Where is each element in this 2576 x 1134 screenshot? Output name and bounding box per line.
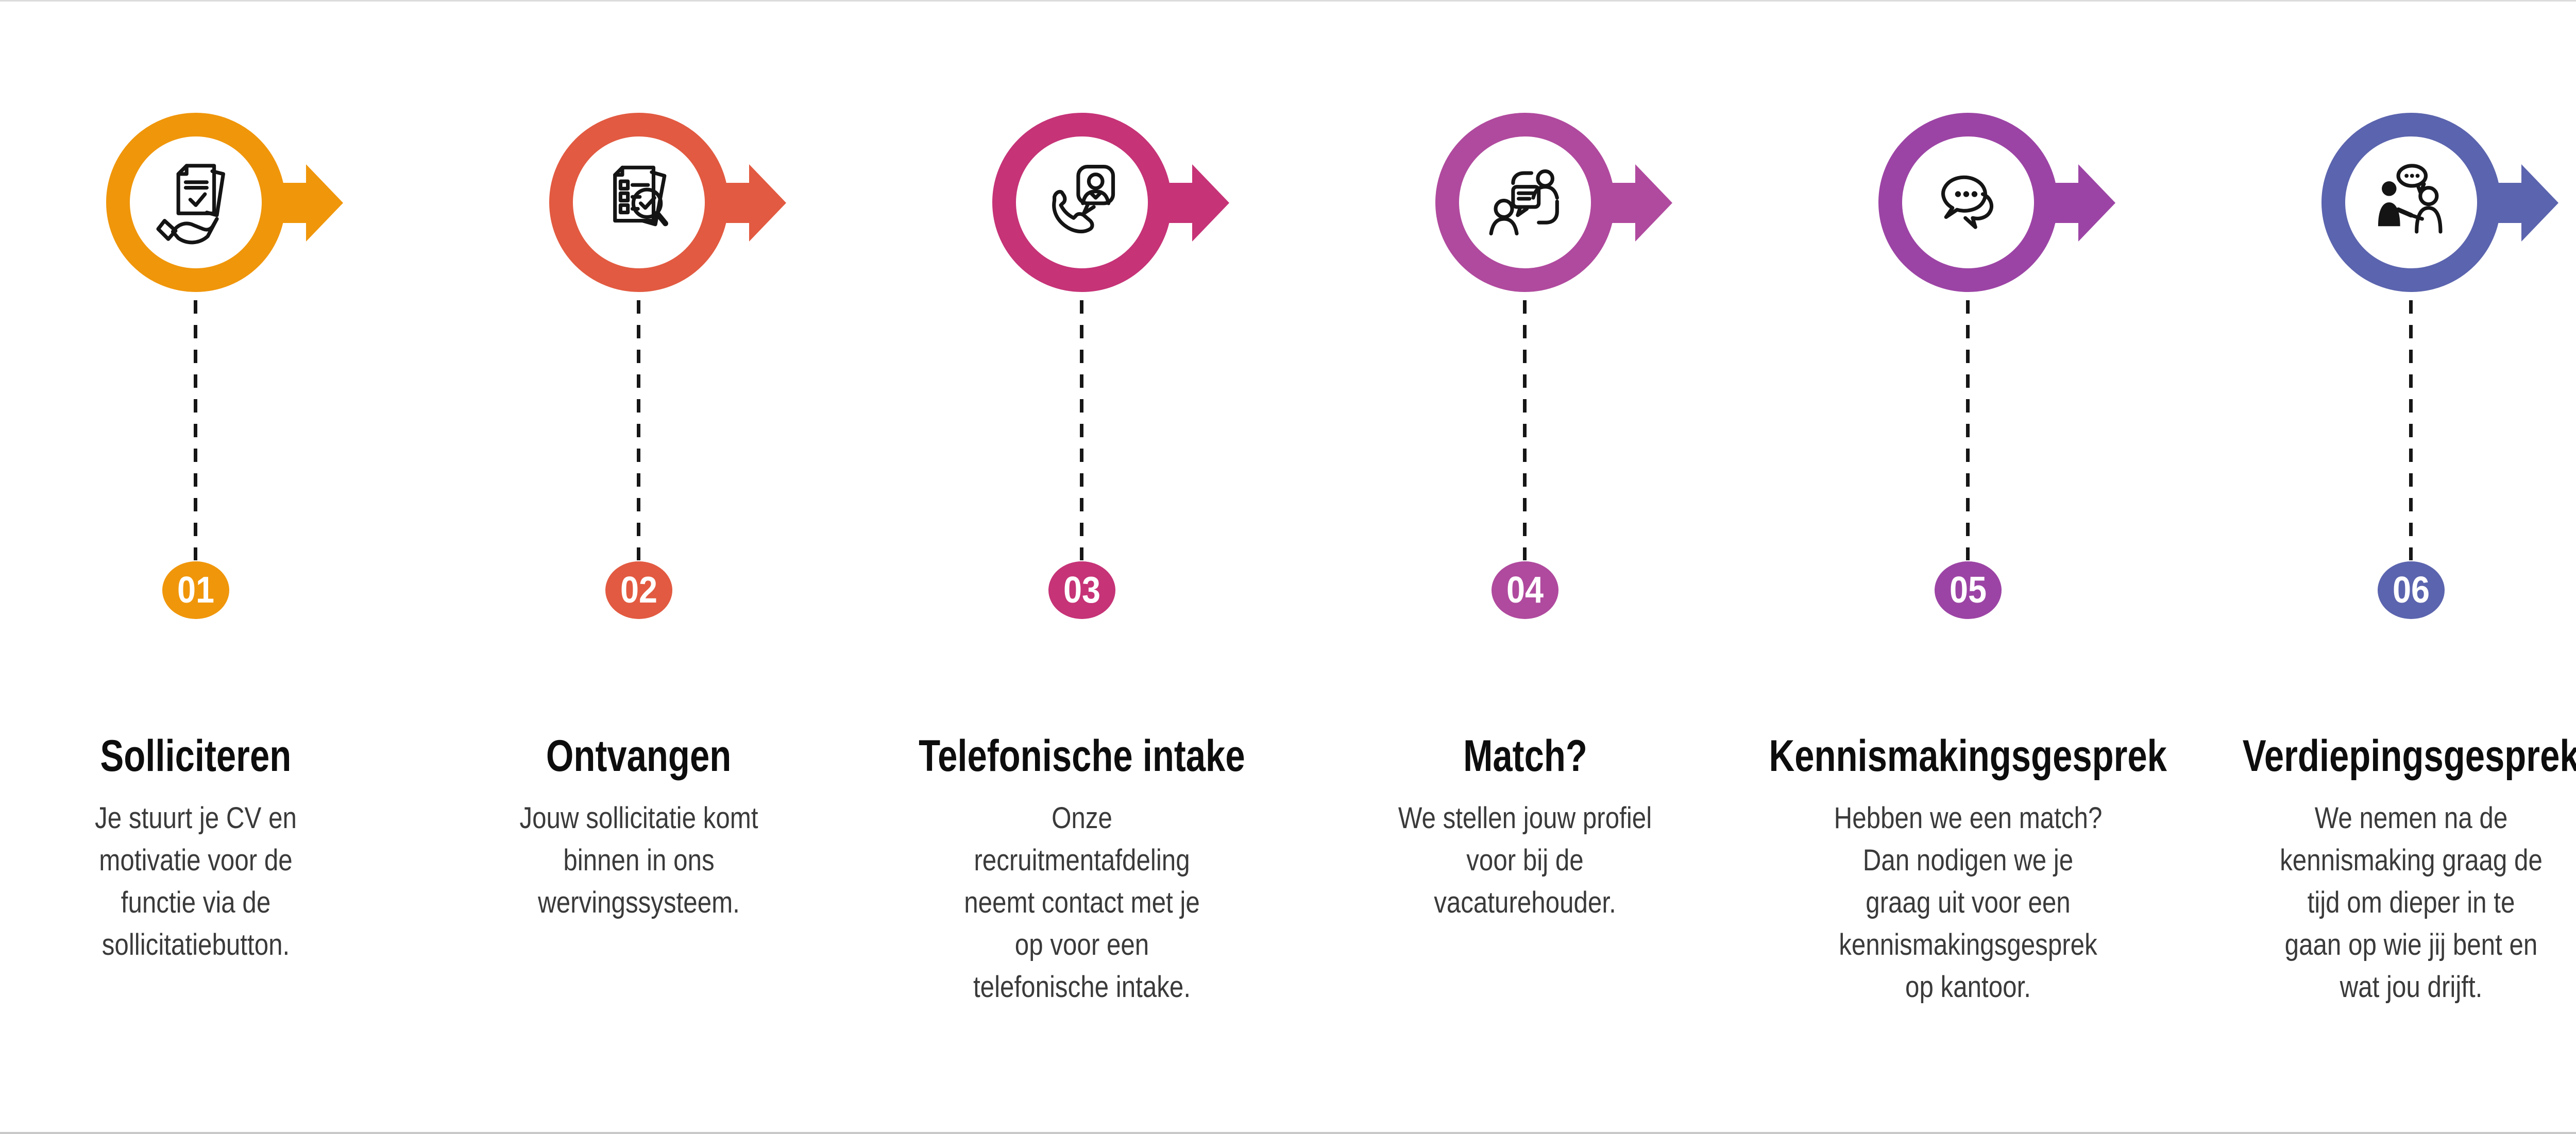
dashed-connector xyxy=(1966,300,1970,560)
step-number: 04 xyxy=(1506,570,1544,611)
step-description: We nemen na de kennismaking graag de tij… xyxy=(2280,801,2543,1004)
step-description: Je stuurt je CV en motivatie voor de fun… xyxy=(95,801,297,961)
step-title: Match? xyxy=(1463,731,1587,781)
interview-icon xyxy=(2365,157,2457,248)
step-description: Jouw sollicitatie komt binnen in ons wer… xyxy=(519,801,758,919)
checklist-magnifier-icon xyxy=(593,157,685,248)
step-title: Telefonische intake xyxy=(919,731,1245,781)
step-ring xyxy=(2321,113,2501,292)
step-description: We stellen jouw profiel voor bij de vaca… xyxy=(1398,801,1652,919)
step-match: 04 Match? We stellen jouw profiel voor b… xyxy=(1303,2,1747,1132)
dashed-connector xyxy=(637,300,640,560)
step-title: Verdiepingsgesprek xyxy=(2243,731,2576,781)
document-in-hand-icon xyxy=(150,157,242,248)
dashed-connector xyxy=(1080,300,1083,560)
step-number: 05 xyxy=(1949,570,1987,611)
arrow-right-icon xyxy=(306,164,343,242)
arrow-right-icon xyxy=(749,164,786,242)
step-number-badge: 06 xyxy=(2378,561,2445,619)
step-number: 06 xyxy=(2392,570,2430,611)
arrow-right-icon xyxy=(1635,164,1672,242)
dashed-connector xyxy=(194,300,197,560)
people-conversation-icon xyxy=(1479,157,1571,248)
step-solliciteren: 01 Solliciteren Je stuurt je CV en motiv… xyxy=(0,2,417,1132)
step-ring xyxy=(1435,113,1615,292)
step-number: 03 xyxy=(1063,570,1101,611)
step-ring xyxy=(992,113,1172,292)
step-verdiepingsgesprek: 06 Verdiepingsgesprek We nemen na de ken… xyxy=(2190,2,2576,1132)
arrow-right-icon xyxy=(1192,164,1229,242)
step-kennismakingsgesprek: 05 Kennismakingsgesprek Hebben we een ma… xyxy=(1747,2,2190,1132)
phone-contact-icon xyxy=(1036,157,1128,248)
step-ontvangen: 02 Ontvangen Jouw sollicitatie komt binn… xyxy=(417,2,860,1132)
chat-bubbles-icon xyxy=(1922,157,2014,248)
step-title: Ontvangen xyxy=(546,731,732,781)
step-ring xyxy=(1878,113,2058,292)
step-number: 02 xyxy=(620,570,658,611)
step-number-badge: 03 xyxy=(1048,561,1115,619)
step-number-badge: 02 xyxy=(605,561,672,619)
step-description: Onze recruitmentafdeling neemt contact m… xyxy=(964,801,1200,1004)
step-title: Kennismakingsgesprek xyxy=(1769,731,2167,781)
step-number: 01 xyxy=(177,570,215,611)
step-number-badge: 05 xyxy=(1935,561,2002,619)
step-number-badge: 01 xyxy=(162,561,229,619)
step-telefonische-intake: 03 Telefonische intake Onze recruitmenta… xyxy=(860,2,1303,1132)
arrow-right-icon xyxy=(2521,164,2558,242)
dashed-connector xyxy=(1523,300,1527,560)
arrow-right-icon xyxy=(2078,164,2115,242)
step-number-badge: 04 xyxy=(1492,561,1558,619)
step-description: Hebben we een match? Dan nodigen we je g… xyxy=(1834,801,2103,1004)
dashed-connector xyxy=(2409,300,2413,560)
step-ring xyxy=(106,113,285,292)
step-ring xyxy=(549,113,728,292)
step-title: Solliciteren xyxy=(100,731,292,781)
